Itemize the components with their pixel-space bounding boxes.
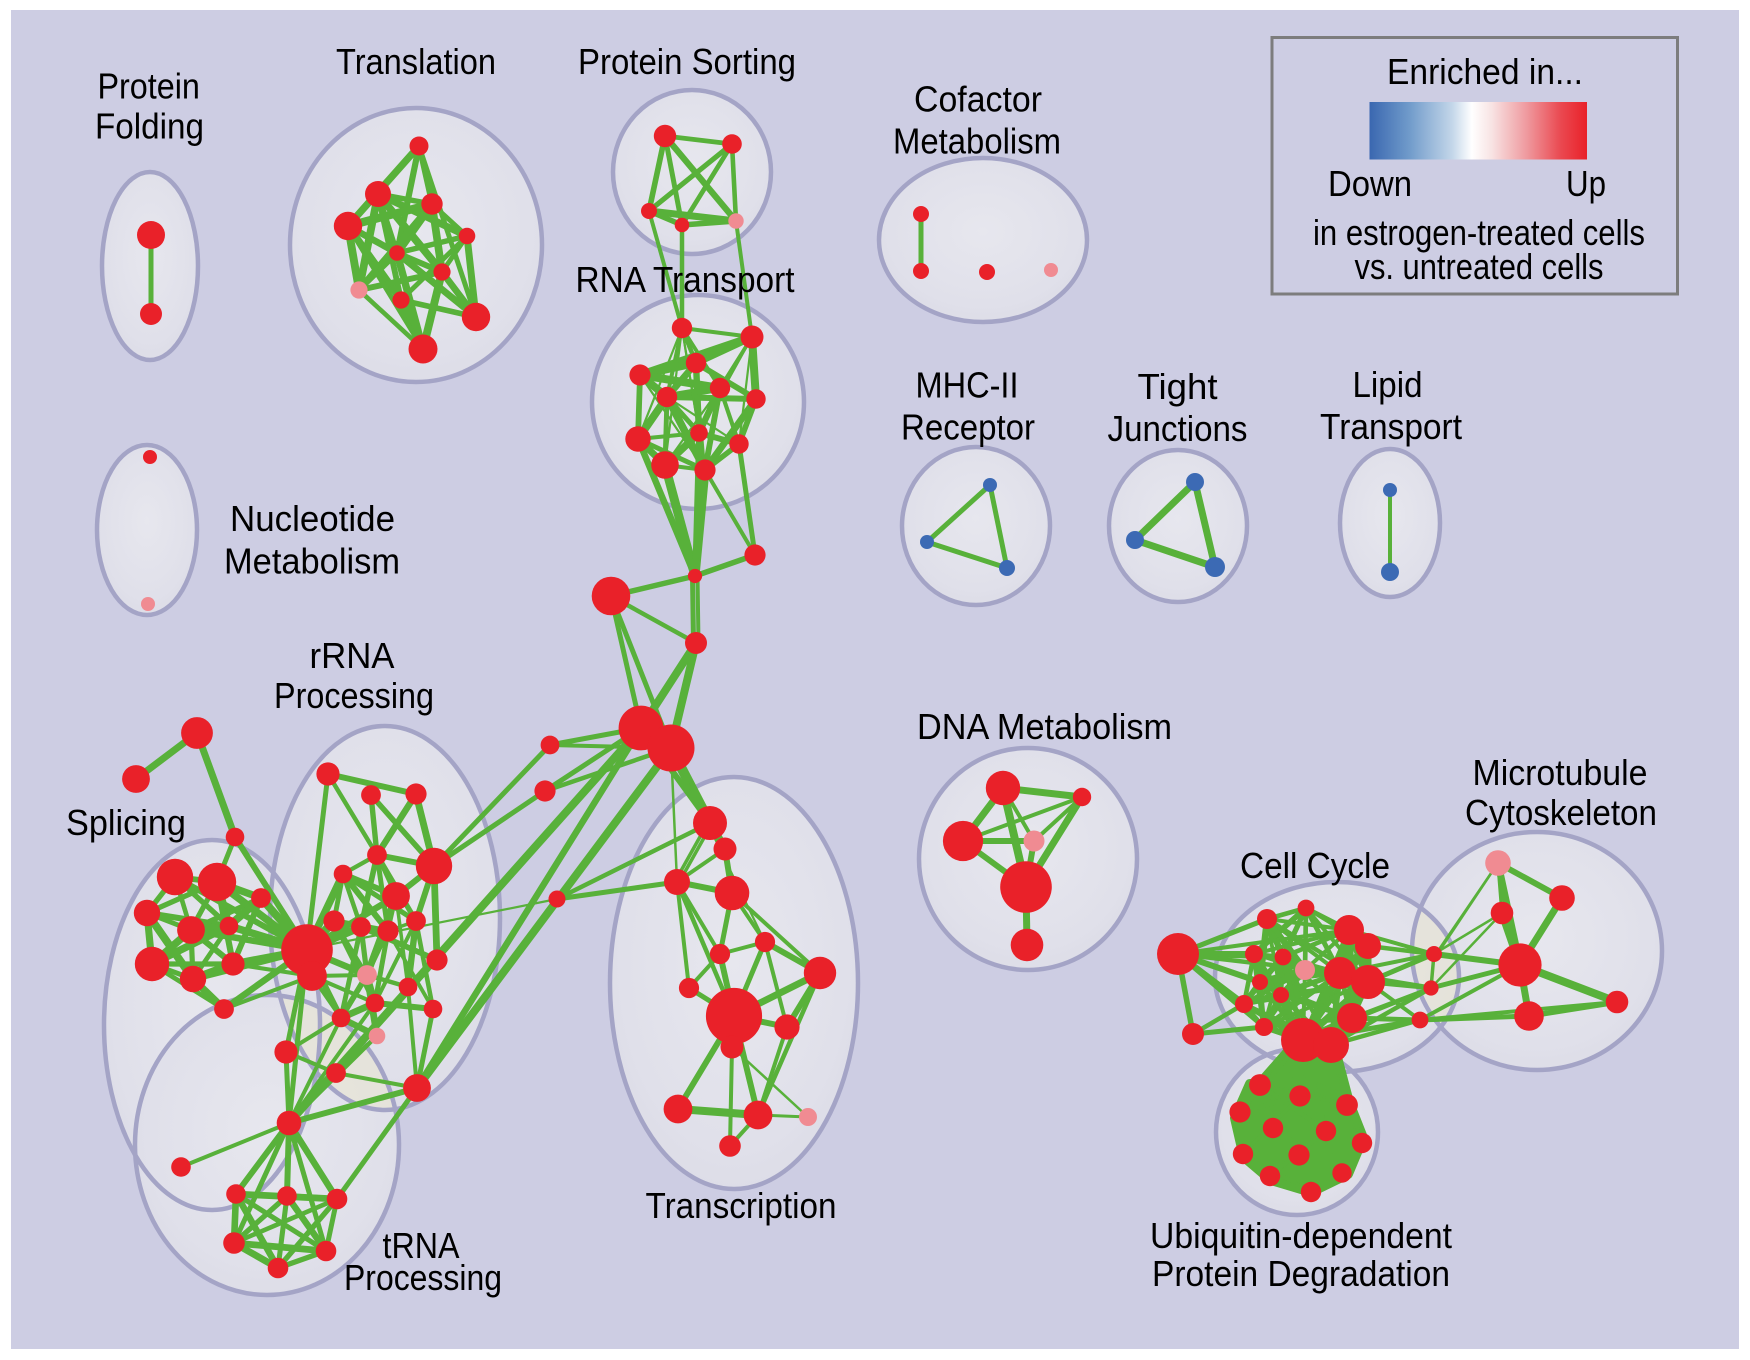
svg-text:Cell Cycle: Cell Cycle	[1240, 845, 1390, 886]
svg-text:Cytoskeleton: Cytoskeleton	[1465, 792, 1657, 833]
svg-text:Cofactor: Cofactor	[914, 79, 1042, 120]
svg-text:Protein Degradation: Protein Degradation	[1152, 1253, 1450, 1294]
svg-text:Splicing: Splicing	[66, 802, 186, 843]
svg-text:vs. untreated cells: vs. untreated cells	[1355, 246, 1604, 287]
svg-text:RNA Transport: RNA Transport	[576, 259, 795, 300]
svg-text:MHC-II: MHC-II	[916, 365, 1019, 406]
svg-text:rRNA: rRNA	[310, 635, 395, 676]
svg-text:Metabolism: Metabolism	[893, 121, 1061, 162]
svg-text:Processing: Processing	[274, 675, 434, 716]
svg-text:Translation: Translation	[336, 41, 496, 82]
svg-text:Lipid: Lipid	[1353, 364, 1423, 405]
svg-text:Receptor: Receptor	[901, 407, 1035, 448]
svg-text:Down: Down	[1328, 163, 1412, 204]
svg-text:Ubiquitin-dependent: Ubiquitin-dependent	[1150, 1215, 1452, 1256]
svg-text:Protein Sorting: Protein Sorting	[578, 41, 796, 82]
svg-text:Enriched in...: Enriched in...	[1387, 51, 1583, 92]
svg-text:Nucleotide: Nucleotide	[230, 498, 395, 539]
svg-text:DNA Metabolism: DNA Metabolism	[917, 706, 1172, 747]
svg-text:tRNA: tRNA	[383, 1225, 460, 1266]
svg-text:Folding: Folding	[95, 106, 204, 147]
svg-text:Processing: Processing	[344, 1257, 502, 1298]
svg-text:Tight: Tight	[1138, 366, 1218, 407]
svg-text:Metabolism: Metabolism	[224, 541, 400, 582]
svg-text:Protein: Protein	[97, 66, 200, 107]
svg-text:Junctions: Junctions	[1108, 408, 1248, 449]
svg-text:in estrogen-treated cells: in estrogen-treated cells	[1313, 212, 1645, 253]
svg-text:Microtubule: Microtubule	[1473, 752, 1648, 793]
svg-text:Up: Up	[1566, 163, 1606, 204]
svg-text:Transcription: Transcription	[646, 1185, 837, 1226]
svg-text:Transport: Transport	[1320, 406, 1462, 447]
